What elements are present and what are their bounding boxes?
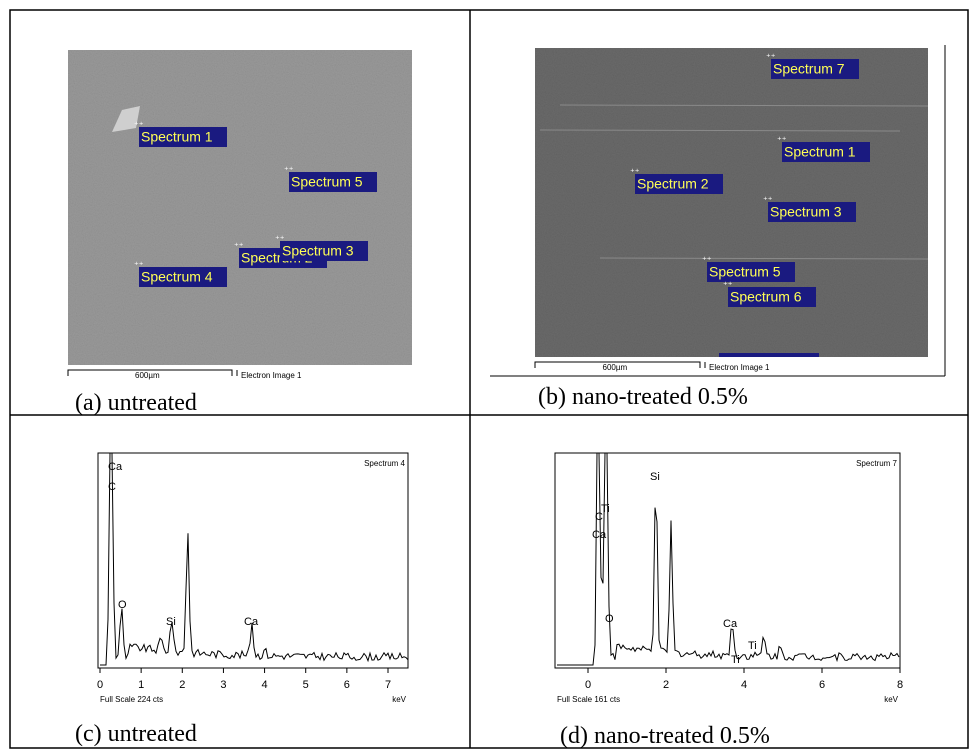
peak-label: Ca: [108, 461, 123, 473]
peak-label: Ca: [244, 616, 259, 628]
x-tick-label: 4: [262, 679, 268, 691]
marker: ⁺⁺: [134, 121, 144, 131]
spectrum-label: Spectrum 2: [637, 176, 709, 192]
peak-label: Si: [650, 471, 660, 483]
image-label: Electron Image 1: [709, 363, 770, 372]
label-box: [635, 174, 723, 194]
scratches: [539, 104, 929, 260]
label-box: [707, 262, 795, 282]
label-box: [771, 59, 859, 79]
spectrum-label: Spectrum 6: [730, 289, 802, 305]
marker: ⁺⁺: [766, 53, 776, 63]
spectrum-label: Spectrum 3: [770, 204, 842, 220]
scale-bar: [534, 361, 701, 368]
caption: (d) nano-treated 0.5%: [560, 723, 770, 749]
x-tick-label: 3: [220, 679, 226, 691]
spectrum-frame: [554, 452, 901, 669]
peak-label: O: [118, 599, 127, 611]
sem-image: [68, 50, 412, 365]
table-grid: [9, 9, 969, 749]
marker: ⁺⁺: [234, 242, 244, 252]
spectrum-curve: [100, 452, 409, 666]
scale-text: 600µm: [135, 371, 160, 380]
spectrum-title: Spectrum 4: [364, 459, 405, 468]
spectrum-curve: [557, 452, 900, 666]
marker: ⁺⁺: [630, 168, 640, 178]
peak-label: Ti: [748, 640, 757, 652]
peak-label: Ca: [723, 618, 738, 630]
x-tick-label: 0: [97, 679, 103, 691]
marker: ⁺⁺: [723, 281, 733, 291]
spectrum-label: Spectrum 1: [141, 129, 213, 145]
sem-image: [535, 48, 928, 357]
marker: ⁺⁺: [763, 196, 773, 206]
caption: (c) untreated: [75, 721, 197, 747]
x-tick-label: 6: [819, 679, 825, 691]
image-label: Electron Image 1: [241, 371, 302, 380]
label-box: [768, 202, 856, 222]
caption: (a) untreated: [75, 390, 197, 416]
x-tick-label: 7: [385, 679, 391, 691]
spectrum-label: Spectrum 1: [784, 144, 856, 160]
spectrum-frame: [97, 452, 409, 669]
spectrum-label: Spectrum 5: [291, 174, 363, 190]
caption: (b) nano-treated 0.5%: [538, 384, 748, 410]
spectrum-label: Spectrum 3: [282, 243, 354, 259]
spectrum-title: Spectrum 7: [856, 459, 897, 468]
spectrum-label: Spectrum 5: [709, 264, 781, 280]
scale-text: 600µm: [603, 363, 628, 372]
spectrum-label: Spectrum 4: [141, 269, 213, 285]
peak-label: Ca: [592, 529, 607, 541]
particle: [112, 106, 140, 132]
peak-label: C: [595, 511, 603, 523]
x-tick-label: 8: [897, 679, 903, 691]
peak-label: Ti: [601, 503, 610, 515]
label-box: [139, 267, 227, 287]
x-tick-label: 1: [138, 679, 144, 691]
x-unit: keV: [392, 695, 406, 704]
marker: ⁺⁺: [275, 235, 285, 245]
label-box: [139, 127, 227, 147]
x-tick-label: 0: [585, 679, 591, 691]
peak-label: O: [605, 613, 614, 625]
scale-bar: [67, 369, 233, 376]
x-tick-label: 2: [179, 679, 185, 691]
full-scale: Full Scale 161 cts: [557, 695, 620, 704]
peak-label: C: [108, 481, 116, 493]
frame: [490, 45, 946, 377]
label-box: [719, 353, 819, 357]
x-unit: keV: [884, 695, 898, 704]
label-box: [782, 142, 870, 162]
x-tick-label: 5: [303, 679, 309, 691]
x-tick-label: 6: [344, 679, 350, 691]
marker: ⁺⁺: [777, 136, 787, 146]
marker: ⁺⁺: [284, 166, 294, 176]
label-box: [280, 241, 368, 261]
peak-label: Ti: [731, 654, 740, 666]
peak-label: Si: [166, 616, 176, 628]
spectrum-label: Spectrum 7: [773, 61, 845, 77]
label-box: [289, 172, 377, 192]
marker: ⁺⁺: [702, 256, 712, 266]
x-tick-label: 4: [741, 679, 747, 691]
label-box: [728, 287, 816, 307]
x-tick-label: 2: [663, 679, 669, 691]
marker: ⁺⁺: [134, 261, 144, 271]
full-scale: Full Scale 224 cts: [100, 695, 163, 704]
